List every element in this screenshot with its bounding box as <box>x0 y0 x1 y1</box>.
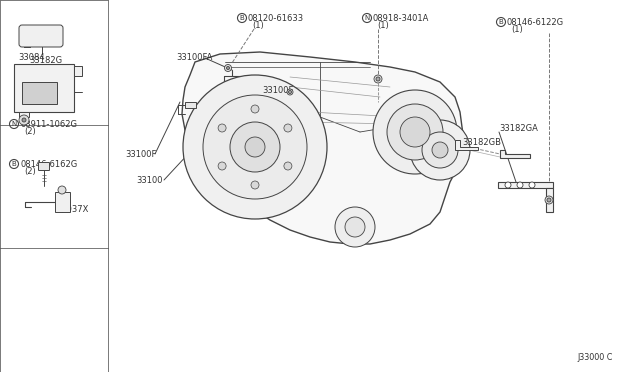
Circle shape <box>432 142 448 158</box>
Text: 33182G: 33182G <box>29 55 62 64</box>
Circle shape <box>284 162 292 170</box>
Circle shape <box>545 196 553 204</box>
Text: 33182GA: 33182GA <box>499 124 538 132</box>
Text: N: N <box>12 121 17 127</box>
Circle shape <box>373 90 457 174</box>
Text: 08146-6122G: 08146-6122G <box>507 17 564 26</box>
Text: (1): (1) <box>252 20 264 29</box>
Text: N: N <box>364 15 370 21</box>
Circle shape <box>251 181 259 189</box>
Circle shape <box>251 105 259 113</box>
Circle shape <box>284 124 292 132</box>
Polygon shape <box>182 52 465 244</box>
Text: J33000 C: J33000 C <box>578 353 613 362</box>
Circle shape <box>376 77 380 81</box>
Circle shape <box>529 182 535 188</box>
FancyBboxPatch shape <box>38 163 49 170</box>
Text: 08911-1062G: 08911-1062G <box>20 119 77 128</box>
Text: B: B <box>12 161 17 167</box>
Text: 31037X: 31037X <box>56 205 88 214</box>
Circle shape <box>410 120 470 180</box>
Circle shape <box>22 118 26 122</box>
Circle shape <box>335 207 375 247</box>
Text: 33100F: 33100F <box>125 150 156 158</box>
Text: 33084: 33084 <box>18 52 45 61</box>
Circle shape <box>183 75 327 219</box>
Text: B: B <box>499 19 504 25</box>
FancyBboxPatch shape <box>19 25 63 47</box>
Circle shape <box>19 115 29 125</box>
Text: 08918-3401A: 08918-3401A <box>373 13 429 22</box>
Circle shape <box>230 122 280 172</box>
Circle shape <box>218 162 226 170</box>
Text: 33100F: 33100F <box>262 86 293 94</box>
Circle shape <box>218 124 226 132</box>
Text: 08120-61633: 08120-61633 <box>248 13 304 22</box>
Text: (2): (2) <box>24 167 36 176</box>
Circle shape <box>245 137 265 157</box>
Circle shape <box>203 95 307 199</box>
Circle shape <box>505 182 511 188</box>
Circle shape <box>225 64 232 71</box>
Circle shape <box>547 198 551 202</box>
Bar <box>74 66 82 76</box>
Circle shape <box>517 182 523 188</box>
Circle shape <box>227 67 230 70</box>
Polygon shape <box>546 188 553 212</box>
Circle shape <box>387 104 443 160</box>
Polygon shape <box>498 182 553 188</box>
Text: B: B <box>239 15 244 21</box>
Circle shape <box>400 117 430 147</box>
Text: (1): (1) <box>511 25 523 33</box>
Bar <box>19 112 29 117</box>
Text: 08146-6162G: 08146-6162G <box>20 160 77 169</box>
Polygon shape <box>185 102 196 108</box>
Circle shape <box>374 75 382 83</box>
Circle shape <box>345 217 365 237</box>
Text: (1): (1) <box>377 20 388 29</box>
Bar <box>55 192 70 212</box>
Text: 33100: 33100 <box>136 176 163 185</box>
Text: 33100FA: 33100FA <box>176 52 212 61</box>
Polygon shape <box>500 150 530 158</box>
Bar <box>22 82 57 104</box>
Circle shape <box>289 90 291 93</box>
Polygon shape <box>455 140 478 150</box>
Text: 33182GB: 33182GB <box>462 138 501 147</box>
Circle shape <box>287 89 293 95</box>
Circle shape <box>422 132 458 168</box>
Text: (2): (2) <box>24 126 36 135</box>
Circle shape <box>58 186 66 194</box>
Bar <box>14 64 74 112</box>
